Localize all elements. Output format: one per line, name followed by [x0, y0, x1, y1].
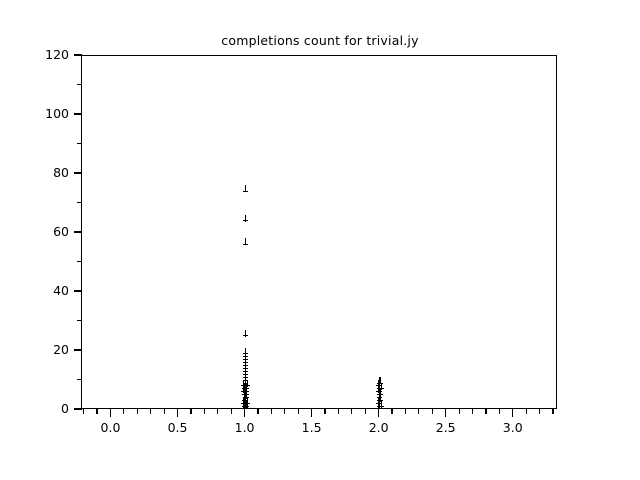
- y-tick-100: [74, 113, 82, 115]
- x-tick-minor: [150, 409, 152, 414]
- x-tick-minor: [163, 409, 165, 414]
- chart-title: completions count for trivial.jy: [221, 33, 419, 48]
- data-point: [375, 385, 381, 393]
- y-tick-label: 40: [53, 283, 69, 298]
- data-point: [244, 400, 250, 408]
- data-point: [242, 391, 248, 399]
- x-tick-label: 0.0: [100, 420, 121, 435]
- x-tick-minor: [404, 409, 407, 414]
- x-tick-minor: [525, 409, 527, 414]
- x-tick-label: 0.5: [167, 420, 188, 435]
- x-tick-label: 1.5: [301, 420, 322, 435]
- data-point: [243, 394, 249, 402]
- y-tick-minor: [77, 260, 82, 263]
- x-tick-0.5: [176, 409, 179, 417]
- y-tick-label: 120: [45, 47, 69, 62]
- x-tick-label: 3.0: [502, 420, 523, 435]
- y-tick-minor: [77, 319, 82, 322]
- y-tick-label: 100: [45, 106, 69, 121]
- data-point: [241, 379, 247, 387]
- x-tick-minor: [431, 409, 433, 414]
- y-tick-minor: [77, 378, 82, 381]
- x-tick-minor: [217, 409, 219, 414]
- y-tick-minor: [77, 201, 82, 204]
- data-point: [243, 359, 249, 367]
- y-tick-40: [74, 290, 82, 292]
- x-tick-3.0: [512, 409, 514, 417]
- y-tick-minor: [77, 83, 82, 86]
- scatter-series-completions: [82, 56, 556, 408]
- x-tick-2.5: [445, 409, 447, 417]
- x-tick-minor: [324, 409, 326, 414]
- y-tick-label: 60: [53, 224, 69, 239]
- x-tick-2.0: [378, 409, 380, 417]
- x-tick-minor: [203, 409, 205, 414]
- data-point: [377, 377, 383, 384]
- x-tick-minor: [83, 409, 85, 414]
- x-tick-1.5: [311, 409, 313, 417]
- y-tick-minor: [77, 142, 82, 145]
- y-tick-120: [74, 54, 82, 56]
- data-point: [241, 397, 247, 405]
- x-tick-minor: [418, 409, 420, 414]
- y-tick-label: 0: [61, 401, 69, 416]
- x-tick-1.0: [243, 409, 246, 417]
- x-tick-minor: [485, 409, 487, 414]
- x-tick-minor: [190, 409, 192, 414]
- x-tick-label: 2.0: [368, 420, 389, 435]
- x-tick-minor: [391, 409, 393, 414]
- x-tick-minor: [458, 409, 460, 414]
- x-tick-minor: [136, 409, 138, 414]
- x-tick-minor: [230, 409, 232, 414]
- x-tick-minor: [471, 409, 474, 414]
- x-tick-minor: [498, 409, 500, 414]
- x-tick-minor: [364, 409, 366, 414]
- x-tick-minor: [96, 409, 98, 414]
- data-point: [243, 329, 249, 337]
- y-tick-60: [74, 231, 82, 233]
- y-tick-label: 80: [53, 165, 69, 180]
- x-tick-minor: [538, 409, 541, 414]
- data-point: [376, 403, 381, 408]
- y-tick-label: 20: [53, 342, 69, 357]
- x-tick-minor: [257, 409, 259, 414]
- y-tick-0: [74, 408, 82, 410]
- data-point: [243, 214, 249, 222]
- x-tick-minor: [284, 409, 286, 414]
- x-tick-minor: [270, 409, 272, 414]
- data-point: [245, 403, 250, 408]
- plot-area: [81, 55, 557, 409]
- x-tick-label: 2.5: [435, 420, 456, 435]
- data-point: [243, 238, 249, 246]
- x-tick-minor: [337, 409, 340, 414]
- data-point: [241, 403, 246, 408]
- x-tick-minor: [123, 409, 125, 414]
- x-tick-0.0: [109, 409, 112, 417]
- data-point: [243, 185, 249, 193]
- x-tick-minor: [351, 409, 353, 414]
- y-tick-20: [74, 349, 82, 351]
- x-tick-minor: [552, 409, 554, 414]
- x-tick-minor: [297, 409, 299, 414]
- data-point: [244, 379, 250, 387]
- y-tick-80: [74, 172, 82, 174]
- x-tick-label: 1.0: [234, 420, 255, 435]
